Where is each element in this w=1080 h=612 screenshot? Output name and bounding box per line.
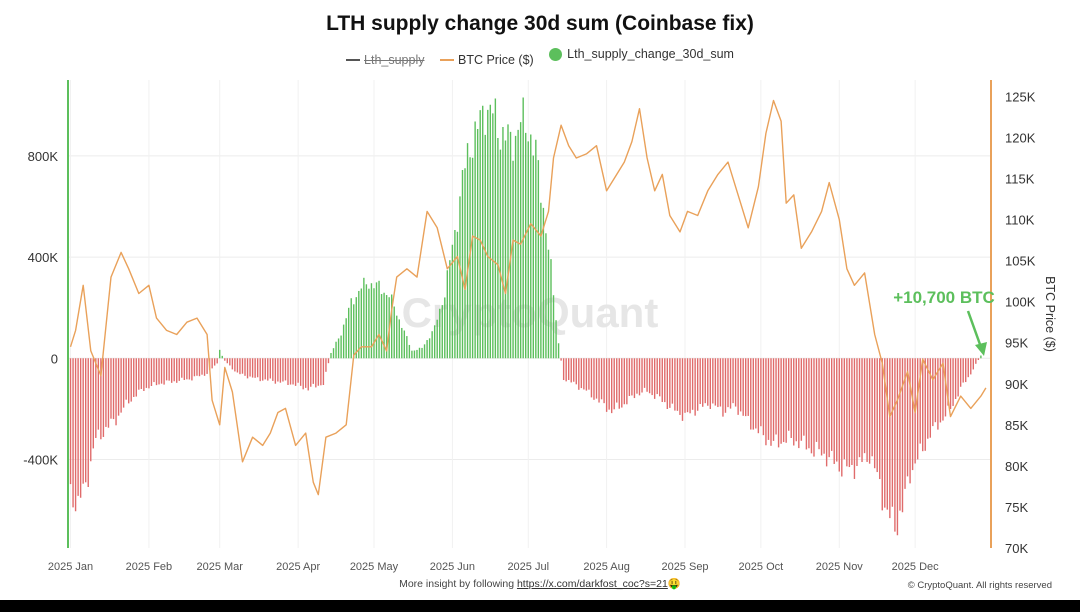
legend-label-lth-supply: Lth_supply	[364, 52, 425, 67]
footer-prefix: More insight by following	[399, 578, 517, 590]
y-right-tick-label: 85K	[1005, 418, 1028, 433]
y-right-axis-title: BTC Price ($)	[1043, 276, 1057, 352]
y-right-tick-label: 125K	[1005, 89, 1036, 104]
y-right-tick-label: 105K	[1005, 254, 1036, 269]
x-tick-label: 2025 Nov	[816, 561, 864, 573]
y-right-tick-label: 95K	[1005, 336, 1028, 351]
annotation-arrow-icon	[966, 310, 984, 351]
y-right-tick-label: 75K	[1005, 500, 1028, 515]
legend-item-lth-change[interactable]: Lth_supply_change_30d_sum	[549, 47, 734, 61]
annotation-arrowhead-icon	[975, 342, 987, 356]
bars-series	[69, 97, 982, 536]
legend-label-btc-price: BTC Price ($)	[457, 52, 534, 67]
y-right-tick-label: 70K	[1005, 541, 1028, 556]
y-left-tick-label: 0	[51, 351, 58, 366]
x-tick-label: 2025 Jun	[430, 561, 475, 573]
bottom-band	[0, 600, 1080, 612]
annotation-label: +10,700 BTC	[893, 288, 995, 307]
legend-swatch-lth-change	[549, 47, 563, 61]
legend-item-btc-price[interactable]: BTC Price ($)	[439, 52, 534, 67]
y-right-tick-label: 115K	[1005, 172, 1035, 187]
y-left-tick-label: 400K	[28, 250, 59, 265]
legend: Lth_supply BTC Price ($) Lth_supply_chan…	[0, 47, 1080, 67]
annotation-group: +10,700 BTC	[893, 288, 995, 356]
y-right-tick-label: 90K	[1005, 377, 1028, 392]
footer: More insight by following https://x.com/…	[0, 577, 1080, 590]
x-tick-label: 2025 Jan	[48, 561, 93, 573]
y-right-tick-label: 120K	[1005, 130, 1036, 145]
x-tick-label: 2025 Dec	[892, 561, 940, 573]
price-line	[69, 99, 987, 496]
x-tick-label: 2025 Apr	[276, 561, 320, 573]
x-tick-label: 2025 Mar	[196, 561, 243, 573]
legend-swatch-lth-supply	[346, 58, 361, 61]
x-tick-label: 2025 Oct	[739, 561, 784, 573]
x-tick-label: 2025 Sep	[661, 561, 708, 573]
axes: -400K 0 400K 800K 2025 Jan 2025 Feb 2025 Mar 20…	[23, 80, 1057, 573]
y-left-tick-label: 800K	[28, 149, 59, 164]
legend-swatch-btc-price	[439, 58, 454, 61]
x-tick-label: 2025 Jul	[507, 561, 549, 573]
price-series	[69, 99, 987, 496]
chart-title: LTH supply change 30d sum (Coinbase fix)	[326, 12, 754, 35]
y-right-tick-label: 80K	[1005, 459, 1028, 474]
y-right-tick-label: 100K	[1005, 295, 1036, 310]
x-tick-label: 2025 Feb	[126, 561, 172, 573]
y-right-tick-label: 110K	[1005, 213, 1035, 228]
x-tick-label: 2025 Aug	[583, 561, 630, 573]
money-emoji-icon: 🤑	[667, 578, 681, 590]
legend-item-lth-supply[interactable]: Lth_supply	[346, 52, 425, 67]
copyright-text: © CryptoQuant. All rights reserved	[907, 580, 1052, 591]
y-left-tick-label: -400K	[23, 452, 58, 467]
footer-link[interactable]: https://x.com/darkfost_coc?s=21	[516, 578, 668, 590]
legend-label-lth-change: Lth_supply_change_30d_sum	[567, 47, 734, 61]
x-tick-label: 2025 May	[350, 561, 399, 573]
